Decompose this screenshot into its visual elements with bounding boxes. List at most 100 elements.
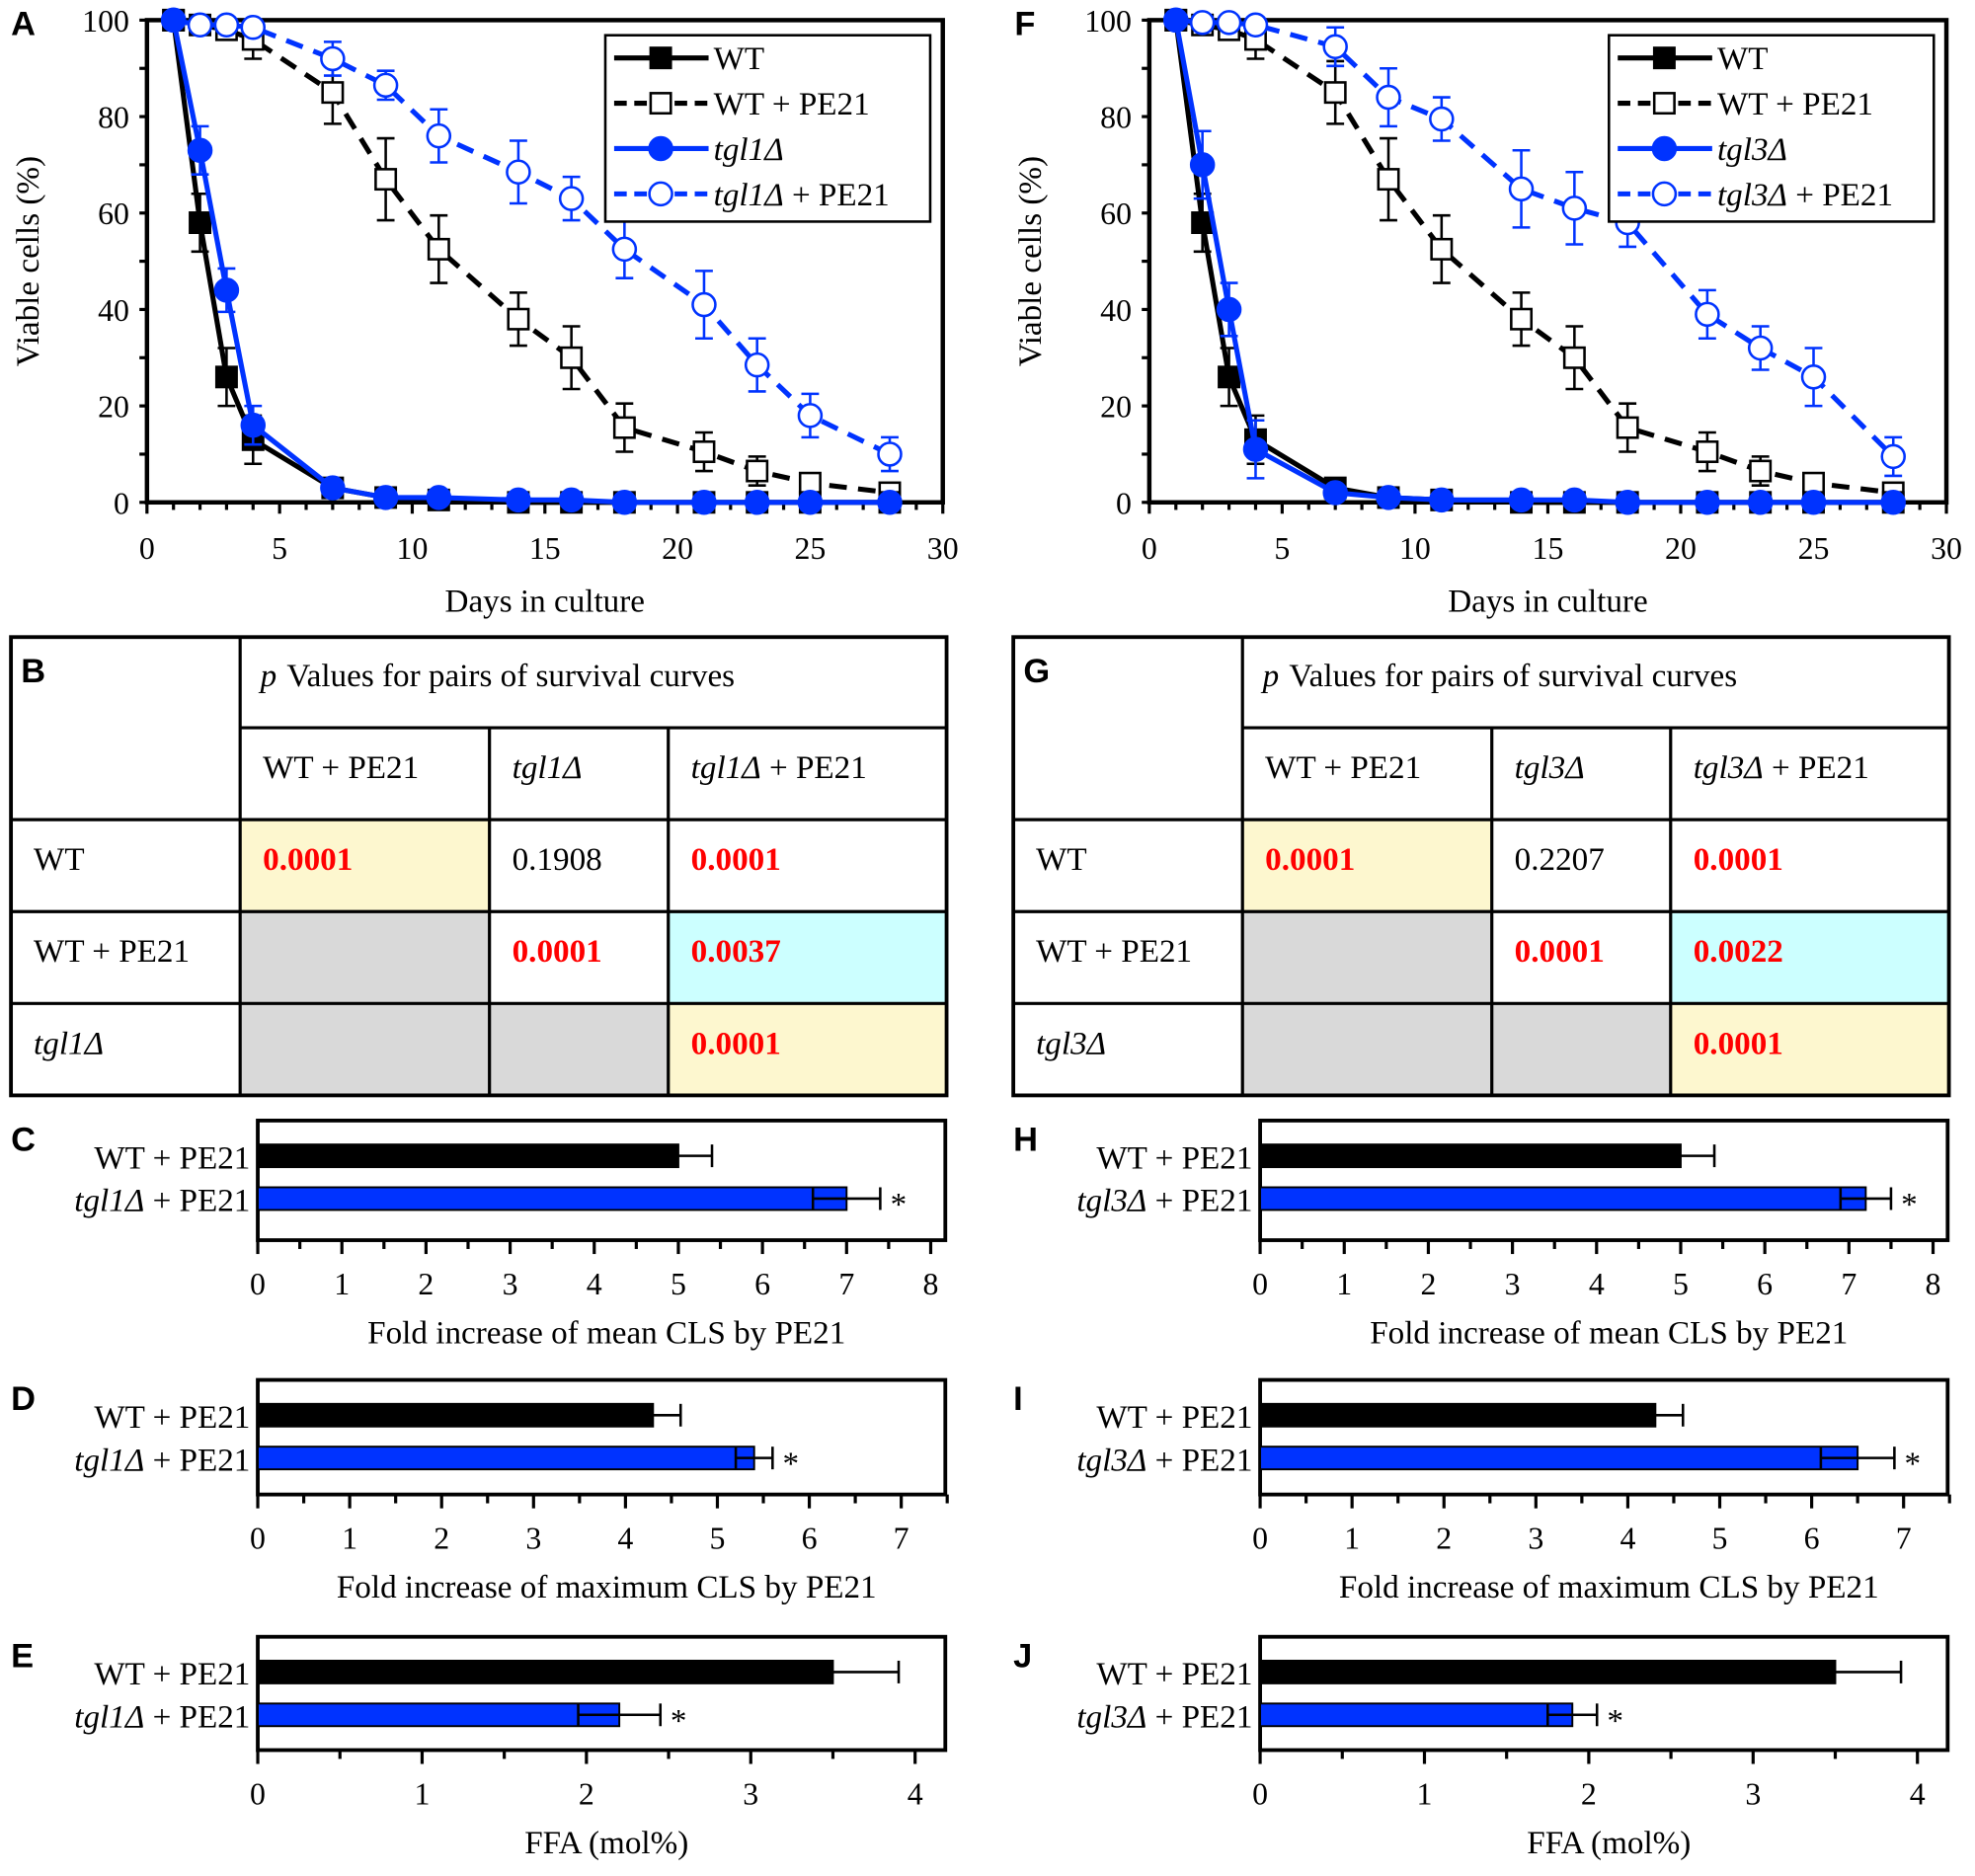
table-header: p Values for pairs of survival curves xyxy=(259,658,735,694)
y-tick-label: 80 xyxy=(98,101,129,135)
data-point xyxy=(877,490,903,515)
x-tick-label: 2 xyxy=(434,1521,449,1555)
category-label: WT + PE21 xyxy=(1096,1139,1252,1176)
column-header: tgl3Δ xyxy=(1515,749,1585,786)
p-value: 0.0001 xyxy=(513,933,602,970)
x-tick-label: 10 xyxy=(1399,531,1431,566)
row-header: WT xyxy=(34,841,85,878)
x-tick-label: 3 xyxy=(743,1776,758,1811)
p-value: 0.1908 xyxy=(513,841,602,878)
data-point xyxy=(321,81,345,105)
data-point xyxy=(1430,237,1454,261)
plot-frame xyxy=(1258,1634,1950,1753)
cell-fill xyxy=(489,820,669,912)
series-2 xyxy=(160,7,903,515)
data-point xyxy=(1189,152,1216,178)
legend-item: WT + PE21 xyxy=(613,86,870,122)
data-point xyxy=(1242,436,1269,462)
data-point xyxy=(214,365,238,389)
row-header: tgl3Δ xyxy=(1036,1025,1106,1061)
panel-letter: B xyxy=(21,653,45,690)
data-point xyxy=(426,485,452,510)
significance-asterisk: * xyxy=(1901,1187,1918,1223)
data-point xyxy=(1377,168,1400,192)
x-axis-label: Fold increase of maximum CLS by PE21 xyxy=(1339,1569,1879,1605)
x-tick-label: 25 xyxy=(794,531,826,566)
data-point xyxy=(1218,365,1241,389)
x-tick-label: 8 xyxy=(1926,1267,1941,1301)
x-tick-label: 2 xyxy=(579,1776,594,1811)
data-point xyxy=(1508,487,1535,513)
cell-fill xyxy=(489,911,669,1004)
plot-frame xyxy=(256,1377,948,1497)
bar-group: WT + PE21 xyxy=(94,1656,901,1692)
data-point xyxy=(1216,296,1242,323)
data-point xyxy=(1651,181,1678,207)
category-label: WT + PE21 xyxy=(94,1139,250,1176)
x-tick-label: 30 xyxy=(1931,531,1962,566)
data-point xyxy=(648,135,673,162)
column-header: tgl1Δ xyxy=(513,749,583,786)
data-point xyxy=(1429,106,1455,132)
plot-frame xyxy=(256,1634,948,1753)
data-point xyxy=(1376,485,1401,510)
data-point xyxy=(1695,490,1720,515)
legend: WT WT + PE21 tgl3Δ tgl3Δ + PE21 xyxy=(1608,34,1936,223)
plot-frame xyxy=(1258,1118,1950,1242)
data-point xyxy=(374,168,398,192)
y-axis-label: Viable cells (%) xyxy=(1012,156,1049,366)
x-tick-label: 0 xyxy=(250,1267,266,1301)
x-tick-label: 6 xyxy=(754,1267,770,1301)
x-axis-label: Fold increase of mean CLS by PE21 xyxy=(367,1315,845,1352)
legend-label: WT + PE21 xyxy=(714,86,870,122)
x-axis-label: Fold increase of maximum CLS by PE21 xyxy=(337,1569,877,1605)
x-axis-label: Fold increase of mean CLS by PE21 xyxy=(1370,1315,1848,1352)
x-tick-label: 0 xyxy=(1252,1521,1268,1555)
x-tick-label: 0 xyxy=(139,531,155,566)
bar xyxy=(1259,1143,1682,1169)
significance-asterisk: * xyxy=(891,1187,908,1223)
data-point xyxy=(691,490,717,515)
x-tick-label: 4 xyxy=(587,1267,602,1301)
y-tick-label: 100 xyxy=(82,4,129,39)
data-point xyxy=(1695,301,1720,328)
x-tick-label: 7 xyxy=(838,1267,854,1301)
panel-letter: C xyxy=(11,1122,36,1159)
cell-fill xyxy=(240,820,490,912)
x-tick-label: 2 xyxy=(1420,1267,1436,1301)
y-tick-label: 20 xyxy=(1100,390,1132,425)
x-tick-label: 10 xyxy=(397,531,429,566)
column-header: tgl3Δ + PE21 xyxy=(1694,749,1869,786)
bar-chart-C: C 0 1 2 3 4 5 6 7 8 Fold increase of mean CLS by P… xyxy=(11,1118,948,1352)
bar-group: WT + PE21 xyxy=(94,1399,682,1436)
data-point xyxy=(1163,7,1189,34)
bar-group: tgl1Δ + PE21 * xyxy=(74,1183,907,1223)
x-tick-label: 4 xyxy=(1589,1267,1605,1301)
data-point xyxy=(611,490,638,515)
category-label: WT + PE21 xyxy=(1096,1656,1252,1692)
bar-group: WT + PE21 xyxy=(1096,1399,1685,1436)
data-point xyxy=(1652,46,1676,70)
cell-fill xyxy=(1242,911,1492,1004)
legend-item: tgl3Δ + PE21 xyxy=(1618,177,1893,213)
p-value: 0.2207 xyxy=(1515,841,1605,878)
survival-chart-A: A 0 5 10 15 20 25 30 0 20 40 60 80 100 Days in culture… xyxy=(10,4,959,620)
legend-label: tgl3Δ xyxy=(1717,131,1787,168)
data-point xyxy=(560,346,584,369)
data-point xyxy=(1747,335,1774,361)
cell-fill xyxy=(1242,1003,1492,1096)
legend-label: tgl1Δ + PE21 xyxy=(714,177,890,213)
data-point xyxy=(1616,416,1639,439)
cell-fill xyxy=(668,820,947,912)
data-point xyxy=(1561,487,1588,513)
significance-asterisk: * xyxy=(783,1446,800,1482)
x-tick-label: 6 xyxy=(1804,1521,1820,1555)
cell-fill xyxy=(1491,911,1671,1004)
legend-item: tgl1Δ xyxy=(613,131,784,168)
data-point xyxy=(1562,346,1586,369)
cell-fill xyxy=(240,1003,490,1096)
data-point xyxy=(1561,195,1588,221)
p-value: 0.0001 xyxy=(691,841,781,878)
